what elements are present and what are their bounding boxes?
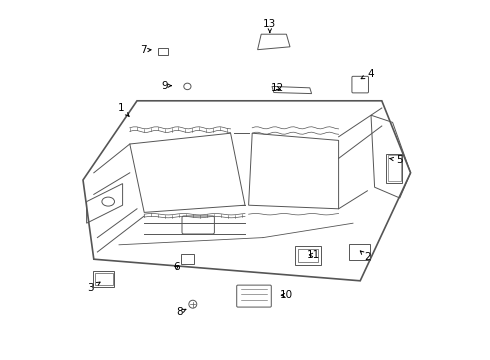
Text: 12: 12 — [271, 83, 284, 93]
Text: 6: 6 — [173, 262, 180, 272]
Text: 3: 3 — [88, 282, 100, 293]
Text: 11: 11 — [307, 250, 320, 260]
Text: 13: 13 — [263, 19, 276, 32]
Text: 1: 1 — [118, 103, 129, 116]
Text: 4: 4 — [361, 69, 373, 79]
Text: 9: 9 — [162, 81, 172, 91]
Text: 2: 2 — [360, 251, 371, 262]
Text: 8: 8 — [176, 307, 186, 318]
Text: 5: 5 — [390, 155, 402, 165]
Text: 10: 10 — [280, 290, 293, 300]
Text: 7: 7 — [140, 45, 151, 55]
